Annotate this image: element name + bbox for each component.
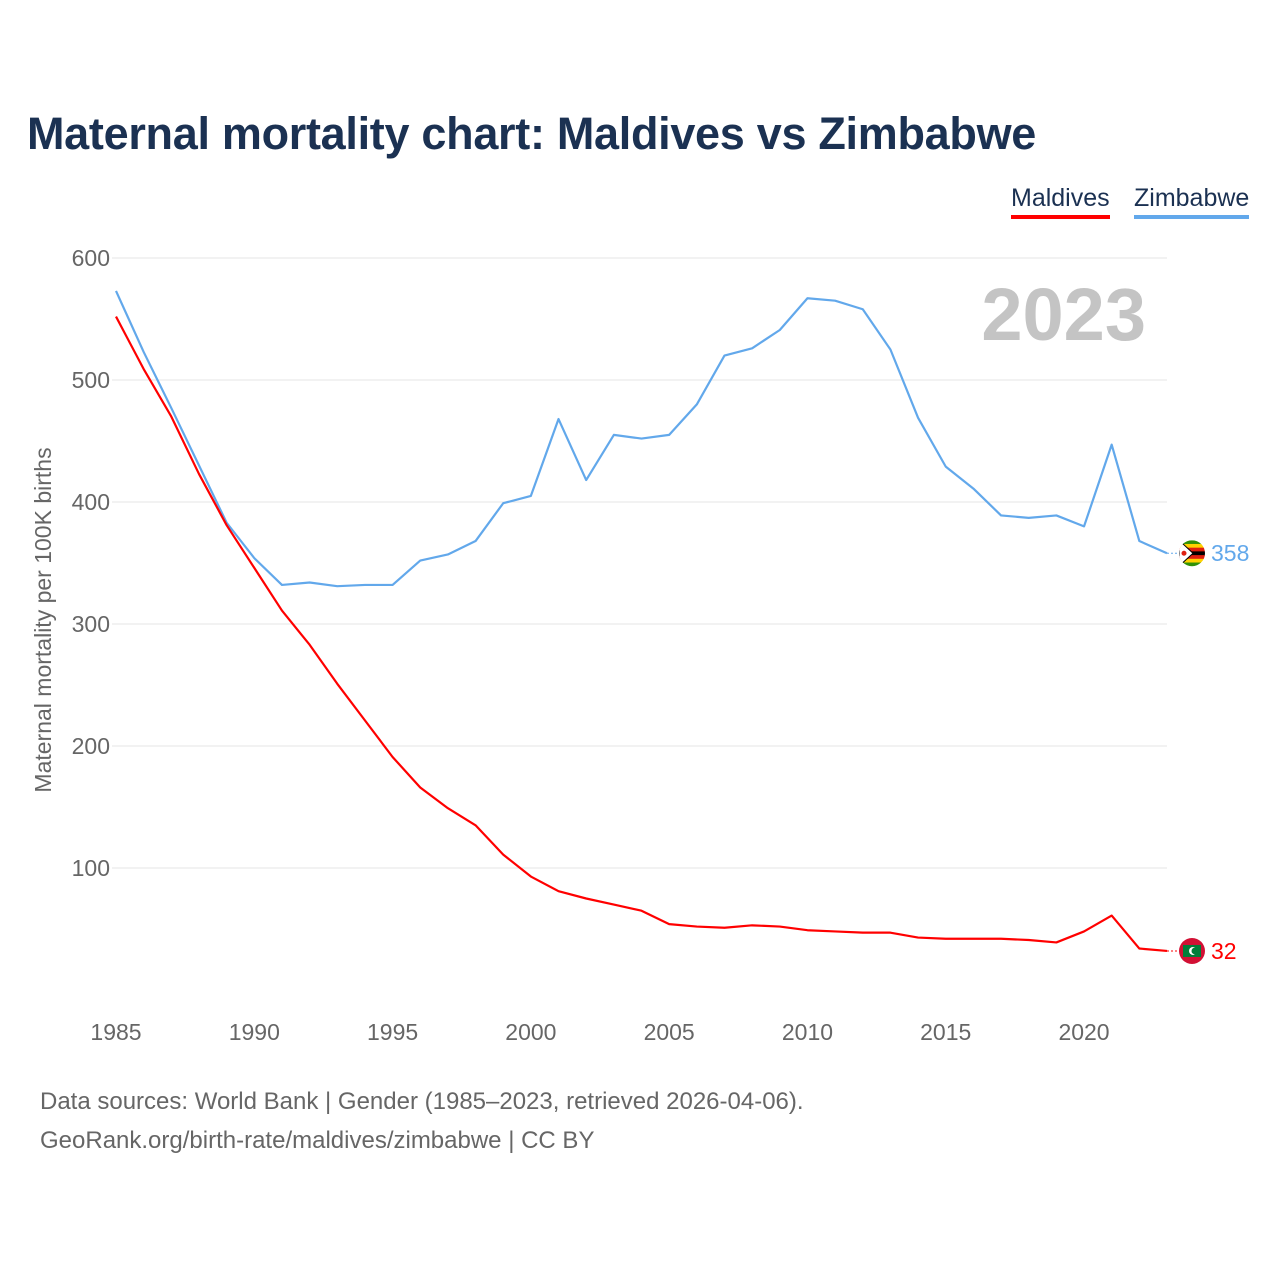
chart-title: Maternal mortality chart: Maldives vs Zi… <box>27 108 1037 159</box>
data-source: Data sources: World Bank | Gender (1985–… <box>40 1088 804 1115</box>
legend-maldives[interactable]: Maldives <box>1011 184 1110 219</box>
y-axis-label: Maternal mortality per 100K births <box>30 447 56 792</box>
legend-zimbabwe[interactable]: Zimbabwe <box>1134 184 1250 219</box>
x-tick-label: 1995 <box>367 1019 418 1045</box>
year-watermark: 2023 <box>981 273 1146 356</box>
y-tick-label: 300 <box>72 611 110 637</box>
y-tick-label: 500 <box>72 367 110 393</box>
y-tick-label: 400 <box>72 489 110 515</box>
end-value-label: 358 <box>1211 540 1249 566</box>
end-value-label: 32 <box>1211 938 1237 964</box>
x-tick-label: 2020 <box>1058 1019 1109 1045</box>
x-tick-label: 2010 <box>782 1019 833 1045</box>
y-tick-label: 200 <box>72 733 110 759</box>
y-tick-label: 100 <box>72 855 110 881</box>
x-tick-label: 2005 <box>644 1019 695 1045</box>
credit-link[interactable]: GeoRank.org/birth-rate/maldives/zimbabwe… <box>40 1127 595 1154</box>
flag-maldives-icon <box>1179 937 1205 964</box>
x-tick-label: 1990 <box>229 1019 280 1045</box>
flag-zimbabwe-icon <box>1179 540 1205 567</box>
x-tick-label: 2000 <box>505 1019 556 1045</box>
y-tick-label: 600 <box>72 245 110 271</box>
x-tick-label: 1985 <box>90 1019 141 1045</box>
x-tick-label: 2015 <box>920 1019 971 1045</box>
series-line-maldives <box>115 316 1168 953</box>
series-line-zimbabwe <box>114 290 1168 588</box>
